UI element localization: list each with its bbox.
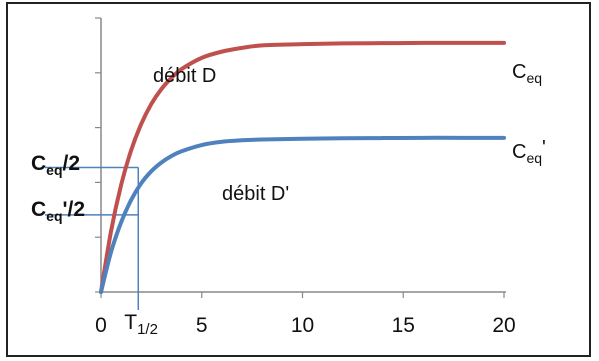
x-tick-label: 0 [95, 314, 107, 337]
chart-frame [6, 2, 591, 357]
series-line-debit-d-prime [99, 135, 506, 294]
x-ticks: 0 5 10 15 20 [95, 292, 516, 337]
x-tick-label: 5 [196, 314, 208, 337]
half-time-guides [45, 166, 140, 310]
ceq-label: Ceq [512, 61, 542, 86]
series-line-debit-d [99, 40, 506, 294]
half-ceq-prime-label: Ceq'/2 [31, 198, 85, 224]
t-half-label: T1/2 [124, 311, 158, 338]
red-curve-label: débit D [153, 65, 216, 87]
blue-curve-label: débit D' [222, 183, 289, 205]
x-tick-label: 15 [392, 314, 415, 337]
x-tick-label: 10 [291, 314, 314, 337]
y-ticks [95, 17, 101, 293]
ceq-prime-label: Ceq' [512, 137, 546, 166]
half-ceq-label: Ceq/2 [31, 152, 80, 178]
x-tick-label: 20 [492, 314, 515, 337]
series-group [99, 40, 506, 294]
